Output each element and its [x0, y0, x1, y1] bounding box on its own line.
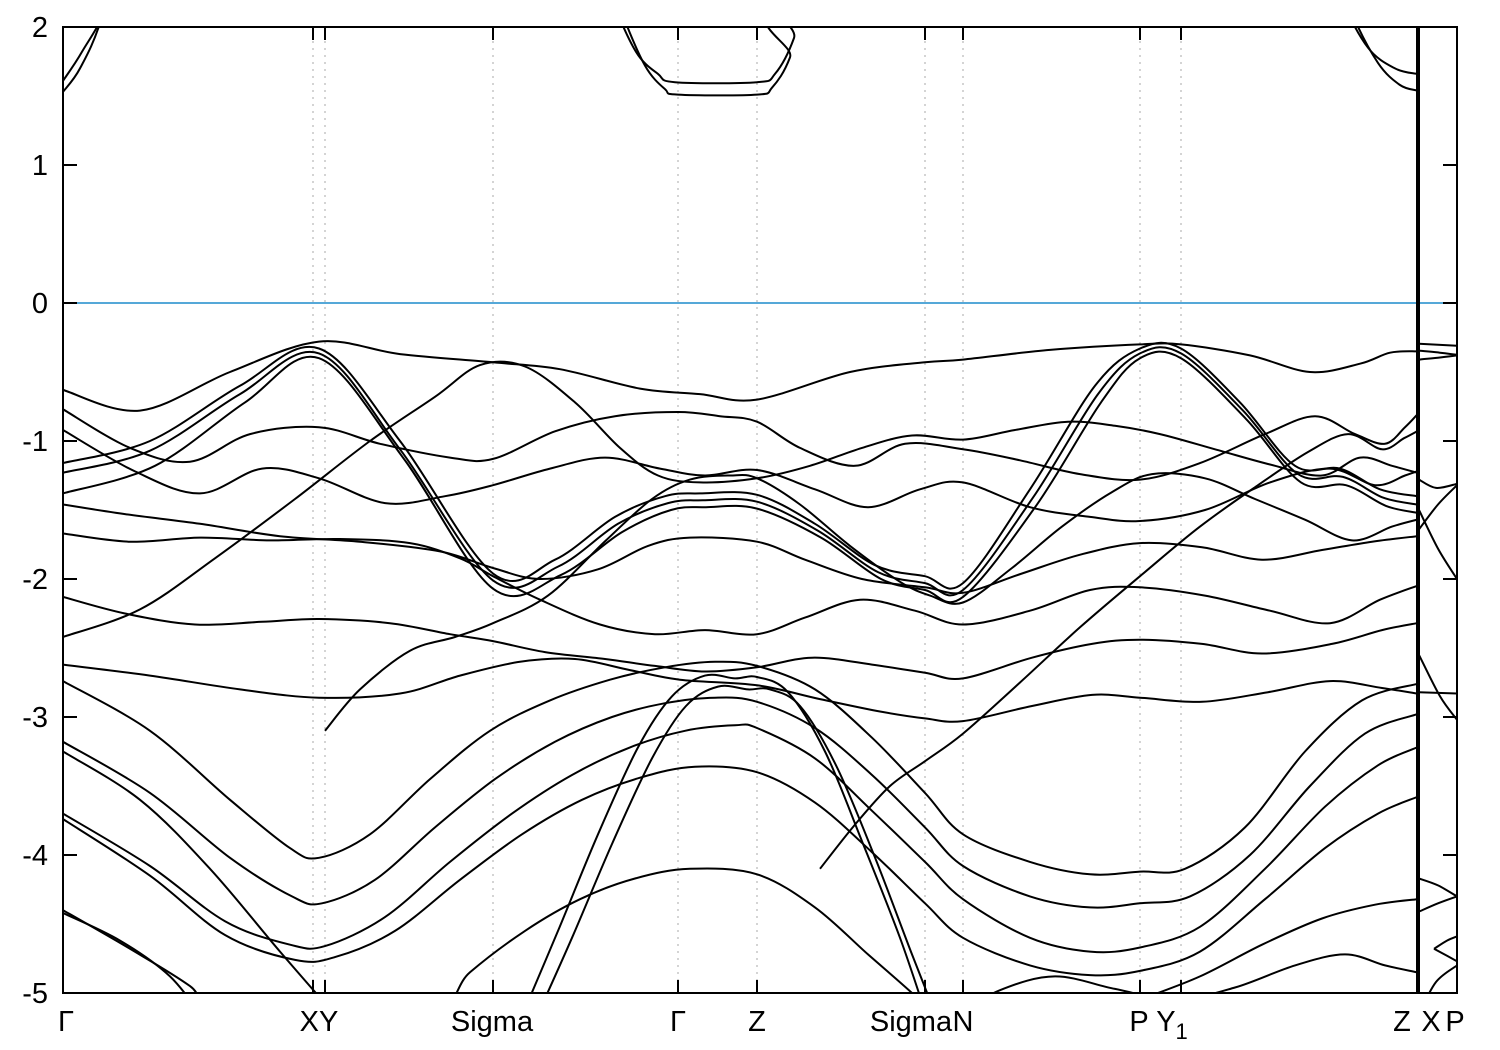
band-line	[63, 350, 1418, 604]
y-tick-label: -4	[22, 840, 48, 872]
band-line	[1418, 895, 1457, 913]
band-line	[1418, 509, 1457, 580]
kpoint-label: N	[953, 1006, 974, 1038]
band-line	[63, 765, 1418, 977]
band-line	[63, 408, 1418, 482]
band-line	[1433, 947, 1457, 963]
band-line	[63, 360, 1418, 638]
band-line	[819, 430, 1418, 870]
band-line	[991, 953, 1418, 993]
band-line	[1418, 654, 1457, 721]
kpoint-label: XY	[300, 1006, 339, 1038]
kpoint-label: P	[1129, 1006, 1148, 1038]
y-tick-label: 1	[32, 150, 48, 182]
band-line	[63, 912, 187, 993]
band-line	[1433, 935, 1457, 950]
band-line	[546, 684, 929, 993]
band-line	[63, 867, 1418, 993]
band-line	[63, 660, 1418, 876]
band-line	[63, 341, 1418, 590]
band-line	[63, 723, 1418, 954]
kpoint-label: Z	[748, 1006, 766, 1038]
kpoint-label: Sigma	[870, 1006, 953, 1038]
band-line	[324, 472, 1418, 732]
band-line	[63, 346, 1418, 597]
axis-ticks	[63, 26, 1457, 994]
band-line	[1418, 877, 1457, 898]
main-panel-border	[62, 26, 1418, 994]
y-axis-labels: 2 1 0 -1 -2 -3 -4 -5	[22, 12, 48, 1010]
kpoint-label: Sigma	[451, 1006, 534, 1038]
band-line	[1418, 484, 1457, 530]
band-line	[1418, 342, 1457, 347]
bands-right-panel	[1418, 342, 1457, 993]
kpoint-label: X	[1421, 1006, 1440, 1038]
band-line	[63, 503, 1418, 595]
band-line	[1418, 354, 1457, 361]
y-tick-label: -1	[22, 426, 48, 458]
band-line	[1418, 478, 1457, 489]
band-line	[1418, 349, 1457, 356]
bands-main-panel	[63, 27, 1418, 993]
y-tick-label: -3	[22, 702, 48, 734]
band-line	[63, 696, 1418, 909]
band-line	[530, 673, 920, 993]
band-line	[63, 595, 1418, 680]
right-panel-border	[1418, 26, 1458, 994]
band-line	[63, 340, 1418, 412]
band-line	[63, 750, 318, 993]
kpoint-label: Γ	[670, 1006, 686, 1038]
y-tick-label: -2	[22, 564, 48, 596]
y-tick-label: -5	[22, 978, 48, 1010]
band-line	[63, 429, 1418, 523]
band-line	[63, 27, 1418, 97]
plot-borders	[62, 26, 1458, 994]
kpoint-label: P	[1445, 1006, 1464, 1038]
kpoint-label: Z	[1393, 1006, 1411, 1038]
y-tick-label: 0	[32, 288, 48, 320]
band-line	[1428, 964, 1457, 993]
band-line	[63, 27, 1418, 85]
band-line	[63, 657, 1418, 723]
y-tick-label: 2	[32, 12, 48, 44]
kpoint-label: Γ	[58, 1006, 74, 1038]
x-axis-labels: Γ XY Sigma Γ Z Sigma N P Y1 Z X P	[58, 1006, 1465, 1044]
